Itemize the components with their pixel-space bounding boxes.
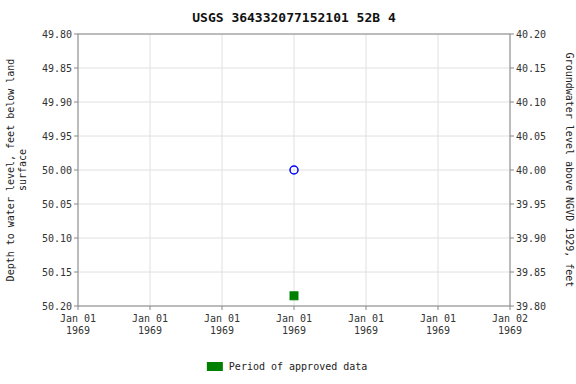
y-axis-label: Depth to water level, feet below landsur… <box>5 59 28 282</box>
tick-label: 39.95 <box>516 199 546 210</box>
legend-label: Period of approved data <box>229 361 367 372</box>
tick <box>78 306 79 310</box>
text-line: 1969 <box>498 325 522 336</box>
tick <box>510 306 511 310</box>
tick <box>510 204 514 205</box>
grid-line <box>222 34 223 306</box>
tick <box>294 306 295 310</box>
tick <box>510 34 514 35</box>
text-line: Jan 01 <box>132 313 168 324</box>
y2-axis: 40.20 40.15 40.10 40.05 40.00 39.95 39.90 39.85… <box>510 29 546 312</box>
text-line: Jan 01 <box>420 313 456 324</box>
tick-label: 49.85 <box>42 63 72 74</box>
text-line: 1969 <box>354 325 378 336</box>
tick-label: 50.20 <box>42 301 72 312</box>
tick <box>510 238 514 239</box>
tick-label: 40.05 <box>516 131 546 142</box>
tick <box>74 102 78 103</box>
text-line: 1969 <box>210 325 234 336</box>
tick-label: Jan 011969 <box>348 313 384 336</box>
grid-line <box>294 34 295 306</box>
point <box>290 292 298 300</box>
chart: 49.80 49.85 49.90 49.95 50.00 50.05 50.10 50.15… <box>0 0 576 384</box>
tick-label: 49.95 <box>42 131 72 142</box>
text-line: Jan 01 <box>60 313 96 324</box>
tick <box>222 306 223 310</box>
tick-label: 50.10 <box>42 233 72 244</box>
tick-label: 40.10 <box>516 97 546 108</box>
point <box>290 166 298 174</box>
text-line: Jan 01 <box>348 313 384 324</box>
title: USGS 364332077152101 52B 4 <box>192 10 396 25</box>
y-axis: 49.80 49.85 49.90 49.95 50.00 50.05 50.10 50.15… <box>42 29 78 312</box>
x-axis: Jan 011969Jan 011969Jan 011969Jan 011969… <box>60 306 528 336</box>
tick <box>438 306 439 310</box>
tick-label: 40.15 <box>516 63 546 74</box>
tick-label: Jan 011969 <box>420 313 456 336</box>
tick <box>510 136 514 137</box>
text-line: 1969 <box>282 325 306 336</box>
marks <box>290 166 298 300</box>
tick <box>510 306 514 307</box>
text-line: Jan 01 <box>204 313 240 324</box>
plot-frame <box>78 34 510 306</box>
tick-label: Jan 011969 <box>60 313 96 336</box>
tick-label: 39.85 <box>516 267 546 278</box>
tick-label: 40.20 <box>516 29 546 40</box>
background <box>0 0 576 384</box>
tick-label: Jan 011969 <box>204 313 240 336</box>
legend-swatch <box>207 362 223 371</box>
tick-label: Jan 021969 <box>492 313 528 336</box>
tick-label: 39.90 <box>516 233 546 244</box>
text-line: Jan 01 <box>276 313 312 324</box>
text-line: 1969 <box>138 325 162 336</box>
legend: Period of approved data <box>207 361 367 372</box>
text-line: 1969 <box>66 325 90 336</box>
tick <box>74 136 78 137</box>
grid-line <box>366 34 367 306</box>
tick-label: 50.05 <box>42 199 72 210</box>
tick <box>510 68 514 69</box>
tick <box>74 170 78 171</box>
tick-label: Jan 011969 <box>132 313 168 336</box>
grid <box>78 34 510 306</box>
text-line: surface <box>17 149 28 191</box>
tick-label: 50.15 <box>42 267 72 278</box>
tick <box>510 170 514 171</box>
tick-label: 50.00 <box>42 165 72 176</box>
tick <box>74 204 78 205</box>
tick <box>74 306 78 307</box>
tick <box>74 68 78 69</box>
grid-line <box>438 34 439 306</box>
tick-label: Jan 011969 <box>276 313 312 336</box>
grid-line <box>150 34 151 306</box>
tick-label: 39.80 <box>516 301 546 312</box>
tick <box>366 306 367 310</box>
tick <box>510 102 514 103</box>
tick-label: 40.00 <box>516 165 546 176</box>
y2-axis-label: Groundwater level above NGVD 1929, feet <box>564 53 575 288</box>
text-line: Depth to water level, feet below land <box>5 59 16 282</box>
tick <box>150 306 151 310</box>
tick <box>74 34 78 35</box>
tick-label: 49.80 <box>42 29 72 40</box>
tick <box>510 272 514 273</box>
text-line: 1969 <box>426 325 450 336</box>
tick <box>74 238 78 239</box>
tick-label: 49.90 <box>42 97 72 108</box>
tick <box>74 272 78 273</box>
text-line: Jan 02 <box>492 313 528 324</box>
